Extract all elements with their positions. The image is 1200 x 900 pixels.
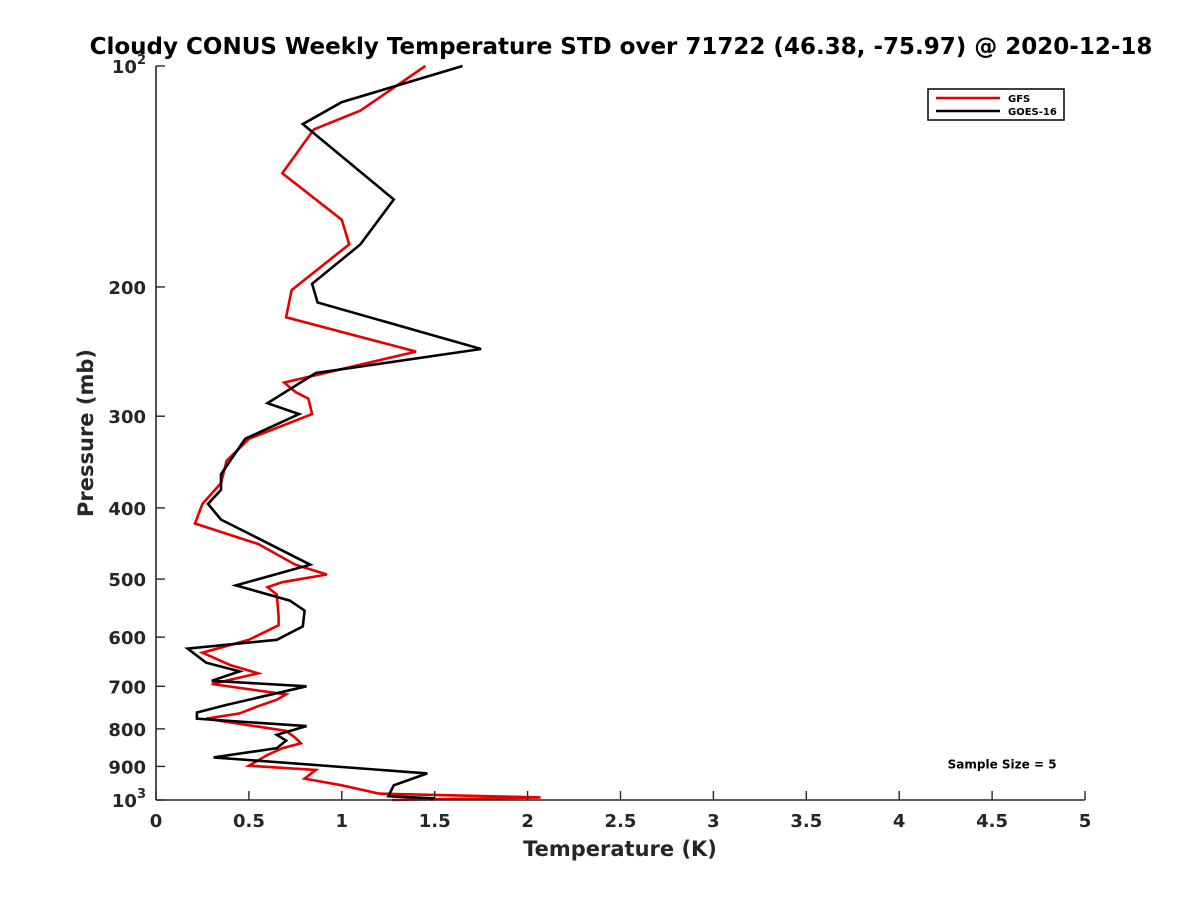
series-line-goes-16 xyxy=(184,64,482,802)
y-tick-label: 900 xyxy=(108,757,146,778)
y-tick-label: 700 xyxy=(108,677,146,698)
legend-box xyxy=(927,88,1065,121)
x-tick-label: 2.5 xyxy=(605,811,637,832)
y-tick-label: 500 xyxy=(108,570,146,591)
x-tick-label: 4.5 xyxy=(976,811,1008,832)
legend-label: GOES-16 xyxy=(1008,107,1057,118)
x-tick-label: 5 xyxy=(1079,811,1092,832)
x-tick-label: 3 xyxy=(707,811,720,832)
plot-area xyxy=(184,64,541,802)
sample-size-annotation: Sample Size = 5 xyxy=(948,757,1057,771)
legend: GFS GOES-16 xyxy=(927,88,1065,121)
y-tick-label: 102 xyxy=(112,53,146,78)
chart-title: Cloudy CONUS Weekly Temperature STD over… xyxy=(90,34,1153,60)
x-tick-label: 4 xyxy=(893,811,906,832)
y-tick-label: 800 xyxy=(108,720,146,741)
x-tick-label: 0.5 xyxy=(233,811,265,832)
x-tick-label: 3.5 xyxy=(790,811,822,832)
y-tick-label: 400 xyxy=(108,499,146,520)
legend-label: GFS xyxy=(1008,94,1030,105)
y-tick-label: 600 xyxy=(108,628,146,649)
series-line-gfs xyxy=(193,64,541,802)
x-axis-label: Temperature (K) xyxy=(523,837,717,861)
x-tick-label: 0 xyxy=(150,811,163,832)
y-tick-label: 200 xyxy=(108,278,146,299)
axes: 0 0.5 1 1.5 2 2.5 3 3.5 4 4.5 5 102 200 300 400 500 600 7… xyxy=(108,53,1091,832)
x-tick-label: 1.5 xyxy=(419,811,451,832)
y-axis-label: Pressure (mb) xyxy=(74,349,98,517)
y-tick-label: 103 xyxy=(112,787,146,812)
y-tick-label: 300 xyxy=(108,407,146,428)
x-tick-label: 2 xyxy=(521,811,534,832)
x-tick-label: 1 xyxy=(336,811,349,832)
